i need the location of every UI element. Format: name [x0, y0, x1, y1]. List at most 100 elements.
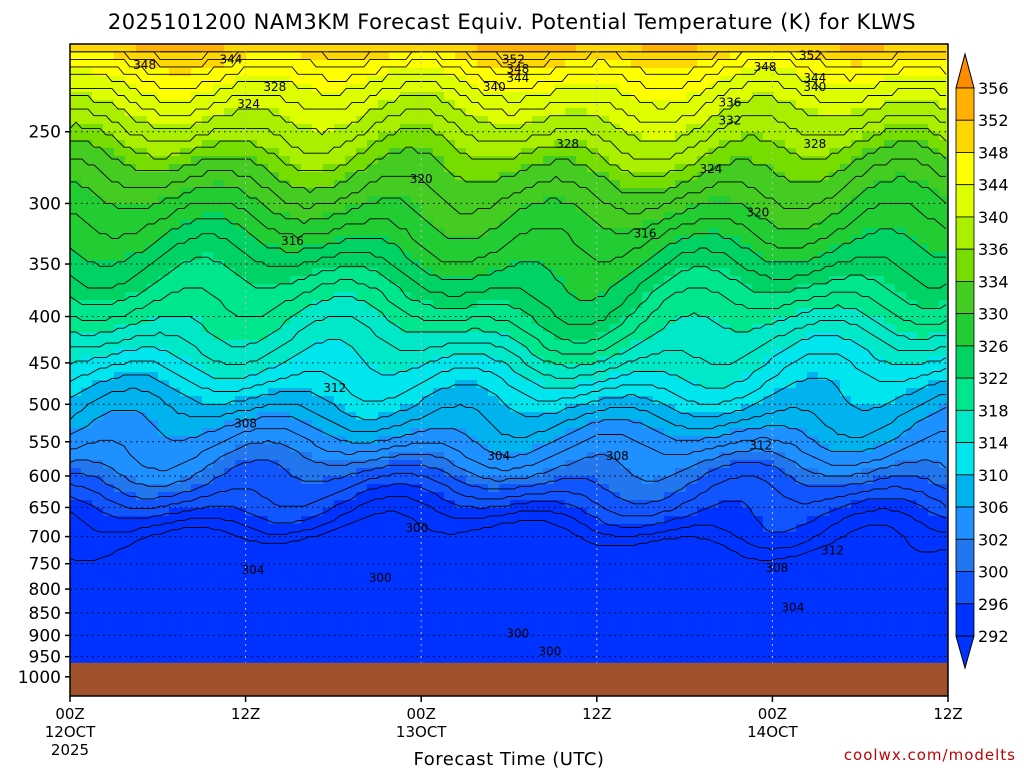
field-cell	[367, 116, 379, 125]
field-cell	[653, 500, 665, 509]
field-cell	[785, 116, 797, 125]
field-cell	[653, 68, 665, 77]
field-cell	[103, 252, 115, 261]
field-cell	[862, 348, 874, 357]
field-cell	[422, 268, 434, 277]
field-cell	[433, 76, 445, 85]
field-cell	[642, 340, 654, 349]
field-cell	[422, 68, 434, 77]
field-cell	[928, 196, 940, 205]
field-cell	[235, 524, 247, 533]
field-cell	[543, 156, 555, 165]
field-cell	[444, 116, 456, 125]
field-cell	[213, 148, 225, 157]
field-cell	[642, 252, 654, 261]
field-cell	[664, 140, 676, 149]
field-cell	[499, 428, 511, 437]
field-cell	[631, 308, 643, 317]
field-cell	[554, 228, 566, 237]
field-cell	[851, 316, 863, 325]
field-cell	[554, 44, 566, 53]
field-cell	[466, 108, 478, 117]
field-cell	[873, 212, 885, 221]
field-cell	[378, 108, 390, 117]
field-cell	[642, 500, 654, 509]
field-cell	[752, 188, 764, 197]
field-cell	[521, 196, 533, 205]
field-cell	[521, 172, 533, 181]
field-cell	[598, 444, 610, 453]
field-cell	[774, 252, 786, 261]
field-cell	[136, 212, 148, 221]
field-cell	[862, 44, 874, 53]
field-cell	[103, 396, 115, 405]
field-cell	[378, 460, 390, 469]
field-cell	[257, 140, 269, 149]
field-cell	[158, 324, 170, 333]
field-cell	[873, 436, 885, 445]
field-cell	[873, 476, 885, 485]
field-cell	[323, 476, 335, 485]
field-cell	[906, 516, 918, 525]
field-cell	[444, 372, 456, 381]
field-cell	[158, 140, 170, 149]
field-cell	[928, 516, 940, 525]
field-cell	[356, 228, 368, 237]
field-cell	[92, 236, 104, 245]
field-cell	[939, 148, 948, 157]
field-cell	[444, 220, 456, 229]
field-cell	[136, 252, 148, 261]
field-cell	[840, 284, 852, 293]
field-cell	[686, 188, 698, 197]
field-cell	[796, 108, 808, 117]
field-cell	[763, 180, 775, 189]
field-cell	[697, 220, 709, 229]
field-cell	[631, 348, 643, 357]
field-cell	[477, 84, 489, 93]
field-cell	[389, 244, 401, 253]
field-cell	[807, 404, 819, 413]
field-cell	[158, 484, 170, 493]
field-cell	[785, 476, 797, 485]
field-cell	[840, 268, 852, 277]
field-cell	[873, 236, 885, 245]
field-cell	[422, 332, 434, 341]
field-cell	[554, 140, 566, 149]
field-cell	[840, 108, 852, 117]
field-cell	[697, 108, 709, 117]
field-cell	[675, 148, 687, 157]
field-cell	[378, 468, 390, 477]
field-cell	[191, 436, 203, 445]
field-cell	[114, 372, 126, 381]
field-cell	[862, 412, 874, 421]
field-cell	[939, 108, 948, 117]
field-cell	[862, 132, 874, 141]
field-cell	[642, 156, 654, 165]
field-cell	[125, 268, 137, 277]
field-cell	[730, 428, 742, 437]
field-cell	[884, 76, 896, 85]
field-cell	[92, 180, 104, 189]
field-cell	[873, 268, 885, 277]
field-cell	[323, 316, 335, 325]
field-cell	[334, 308, 346, 317]
field-cell	[125, 228, 137, 237]
field-cell	[477, 124, 489, 133]
field-cell	[532, 52, 544, 61]
field-cell	[840, 460, 852, 469]
field-cell	[675, 444, 687, 453]
field-cell	[543, 292, 555, 301]
field-cell	[752, 460, 764, 469]
field-cell	[268, 212, 280, 221]
field-cell	[224, 52, 236, 61]
field-cell	[829, 340, 841, 349]
field-cell	[257, 60, 269, 69]
field-cell	[653, 420, 665, 429]
field-cell	[598, 76, 610, 85]
field-cell	[554, 204, 566, 213]
field-cell	[224, 308, 236, 317]
field-cell	[939, 308, 948, 317]
field-cell	[521, 268, 533, 277]
field-cell	[928, 156, 940, 165]
field-cell	[862, 388, 874, 397]
